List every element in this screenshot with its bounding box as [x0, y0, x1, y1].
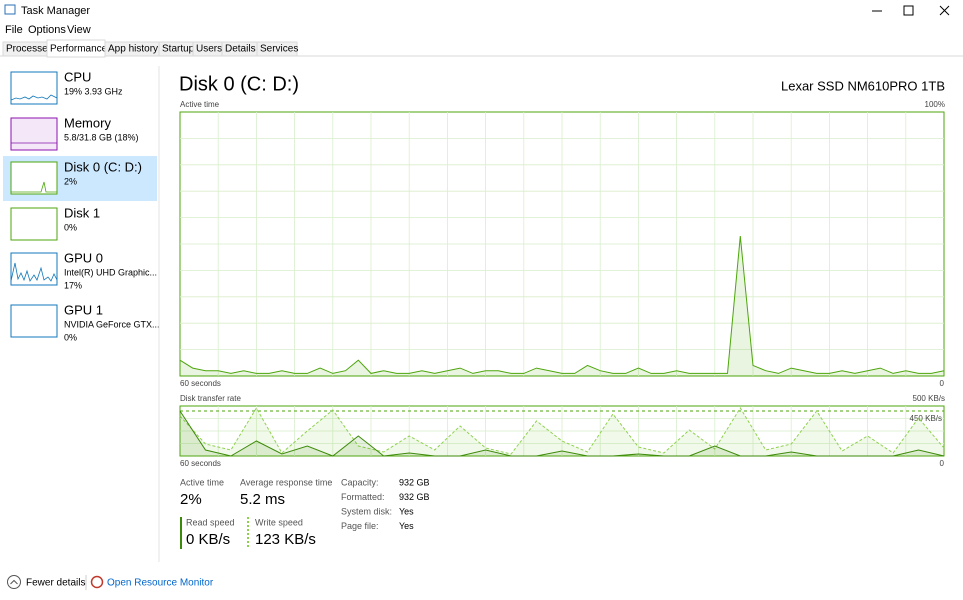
sidebar-item[interactable]: Memory 5.8/31.8 GB (18%) [10, 115, 139, 151]
sidebar-detail: 5.8/31.8 GB (18%) [64, 132, 139, 142]
property-label: Capacity: [341, 477, 379, 487]
monitor-icon [90, 575, 104, 589]
graph-label: Active time [180, 100, 220, 109]
x-tick-label: 0 [940, 459, 945, 468]
speed-value: 123 KB/s [255, 531, 316, 548]
sidebar-detail: 0% [64, 222, 77, 232]
menu-item[interactable]: View [67, 24, 91, 36]
sidebar-item[interactable]: GPU 0 Intel(R) UHD Graphic... 17% [10, 250, 157, 290]
graph-label: Disk transfer rate [180, 394, 241, 403]
sidebar-item[interactable]: Disk 0 (C: D:) 2% [10, 159, 142, 195]
sidebar-name: Disk 1 [64, 205, 100, 220]
tab-label[interactable]: Details [225, 44, 256, 55]
sidebar-name: GPU 0 [64, 250, 103, 265]
stat-value: 2% [180, 491, 202, 508]
property-value: Yes [399, 506, 414, 516]
thumbnail [10, 161, 58, 195]
x-tick-label: 60 seconds [180, 459, 221, 468]
tab-label[interactable]: App history [108, 44, 158, 55]
sidebar-item[interactable]: Disk 1 0% [10, 205, 100, 241]
sidebar-detail: 17% [64, 280, 82, 290]
tab-label[interactable]: Services [260, 44, 298, 55]
scale-marker-label: 450 KB/s [910, 414, 942, 423]
graph-area [180, 411, 944, 456]
graph-line [179, 410, 945, 457]
tab-label[interactable]: Performance [50, 44, 108, 55]
disk-model: Lexar SSD NM610PRO 1TB [781, 78, 945, 93]
thumbnail [10, 304, 58, 338]
property-label: Formatted: [341, 492, 385, 502]
thumbnail [10, 71, 58, 105]
sidebar-name: Memory [64, 115, 111, 130]
thumbnail-graph [10, 94, 58, 101]
open-resource-monitor[interactable]: Open Resource Monitor [107, 578, 214, 589]
menu-bar: File Options View [5, 24, 91, 36]
stat-label: Average response time [240, 477, 332, 487]
y-tick-label: 100% [925, 100, 945, 109]
sidebar-detail: NVIDIA GeForce GTX... [64, 319, 160, 329]
graph-line [179, 236, 945, 374]
menu-item[interactable]: File [5, 24, 23, 36]
stat-label: Active time [180, 477, 224, 487]
sidebar-detail: 2% [64, 176, 77, 186]
close-button[interactable] [939, 5, 950, 16]
thumbnail-graph [11, 181, 57, 193]
menu-item[interactable]: Options [28, 24, 66, 36]
property-value: Yes [399, 521, 414, 531]
properties: Capacity: 932 GB Formatted: 932 GB System di… [341, 477, 430, 531]
property-value: 932 GB [399, 492, 430, 502]
sidebar: CPU 19% 3.93 GHz Memory 5.8/31.8 GB (18%) Di… [10, 69, 160, 342]
property-value: 932 GB [399, 477, 430, 487]
sidebar-item[interactable]: CPU 19% 3.93 GHz [10, 69, 123, 105]
tab[interactable] [256, 41, 298, 57]
fewer-icon[interactable] [7, 575, 21, 589]
sidebar-name: GPU 1 [64, 302, 103, 317]
sidebar-detail: 0% [64, 332, 77, 342]
property-label: Page file: [341, 521, 379, 531]
title-bar [0, 0, 963, 22]
thumbnail [10, 252, 58, 286]
property-label: System disk: [341, 506, 392, 516]
x-tick-label: 60 seconds [180, 379, 221, 388]
sidebar-item[interactable]: GPU 1 NVIDIA GeForce GTX... 0% [10, 302, 160, 342]
sidebar-detail: Intel(R) UHD Graphic... [64, 267, 157, 277]
speed-value: 0 KB/s [186, 531, 230, 548]
thumbnail [10, 207, 58, 241]
graphs: Active time 100% 60 seconds 0 Disk transfer … [179, 100, 945, 468]
tab-label[interactable]: Processes [6, 44, 53, 55]
sidebar-detail: 19% 3.93 GHz [64, 86, 123, 96]
thumbnail [10, 117, 58, 151]
graph-area [180, 408, 944, 456]
window-title: Task Manager [21, 5, 90, 17]
graph-line [179, 407, 945, 455]
sidebar-name: Disk 0 (C: D:) [64, 159, 142, 174]
thumbnail-graph [10, 262, 58, 282]
tab-label[interactable]: Startup [162, 44, 195, 55]
maximize-button[interactable] [903, 5, 914, 16]
speed-label: Read speed [186, 517, 235, 527]
stat-value: 5.2 ms [240, 491, 285, 508]
sidebar-name: CPU [64, 69, 91, 84]
tab-label[interactable]: Users [196, 44, 222, 55]
disk-title: Disk 0 (C: D:) [179, 73, 299, 95]
fewer-arrow [10, 579, 18, 585]
speed-label: Write speed [255, 517, 303, 527]
fewer-details[interactable]: Fewer details [26, 578, 85, 589]
app-icon [4, 4, 16, 15]
y-tick-label: 500 KB/s [913, 394, 945, 403]
x-tick-label: 0 [940, 379, 945, 388]
